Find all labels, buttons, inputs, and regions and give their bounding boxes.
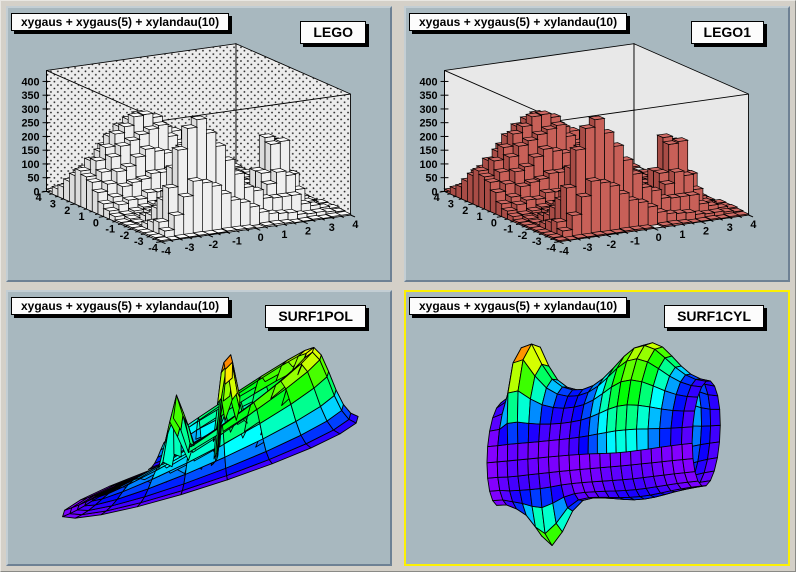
- svg-text:-1: -1: [630, 235, 640, 247]
- svg-text:100: 100: [21, 159, 39, 171]
- svg-text:2: 2: [703, 225, 709, 237]
- histogram-title[interactable]: xygaus + xygaus(5) + xylandau(10): [409, 13, 628, 31]
- plot-lego1[interactable]: -4 -3 -2 -1 0 1 2 3 443210-1-2-3-405010015020025…: [406, 8, 788, 280]
- svg-text:50: 50: [426, 173, 438, 185]
- surface-mesh: [486, 342, 721, 546]
- svg-text:0: 0: [258, 232, 264, 244]
- svg-text:-2: -2: [208, 239, 218, 251]
- svg-text:3: 3: [50, 199, 56, 211]
- svg-text:250: 250: [419, 118, 437, 130]
- plot-surf1cyl[interactable]: [406, 292, 788, 564]
- svg-text:2: 2: [462, 205, 468, 217]
- draw-option-label-lego1[interactable]: LEGO1: [690, 21, 764, 44]
- svg-text:3: 3: [727, 222, 733, 234]
- svg-text:1: 1: [79, 211, 85, 223]
- draw-option-label-surf1cyl[interactable]: SURF1CYL: [664, 305, 764, 328]
- svg-text:150: 150: [21, 145, 39, 157]
- svg-text:350: 350: [21, 90, 39, 102]
- svg-text:-4: -4: [546, 243, 556, 255]
- pad-surf1cyl[interactable]: xygaus + xygaus(5) + xylandau(10) SURF1C…: [404, 290, 790, 566]
- svg-text:1: 1: [477, 211, 483, 223]
- svg-text:-1: -1: [105, 224, 115, 236]
- svg-text:1: 1: [679, 229, 685, 241]
- svg-text:250: 250: [21, 118, 39, 130]
- svg-text:-3: -3: [134, 236, 144, 248]
- svg-text:-4: -4: [161, 245, 171, 257]
- svg-text:200: 200: [419, 131, 437, 143]
- svg-text:400: 400: [419, 76, 437, 88]
- plot-surf1pol[interactable]: [8, 292, 390, 564]
- svg-text:4: 4: [750, 219, 756, 231]
- histogram-title[interactable]: xygaus + xygaus(5) + xylandau(10): [11, 13, 230, 31]
- histogram-title[interactable]: xygaus + xygaus(5) + xylandau(10): [11, 297, 230, 315]
- svg-text:2: 2: [305, 225, 311, 237]
- svg-text:3: 3: [329, 222, 335, 234]
- svg-text:100: 100: [419, 159, 437, 171]
- svg-text:4: 4: [434, 192, 440, 204]
- svg-text:-2: -2: [120, 230, 130, 242]
- svg-text:-4: -4: [559, 245, 569, 257]
- svg-text:0: 0: [491, 217, 497, 229]
- surface-mesh: [62, 347, 359, 519]
- svg-text:-3: -3: [532, 236, 542, 248]
- svg-text:300: 300: [21, 104, 39, 116]
- pad-lego1[interactable]: -4 -3 -2 -1 0 1 2 3 4 4 3 2 1 0 -1 -2 -3 -4 0 50 100 150 200 25…: [404, 6, 790, 282]
- plot-lego[interactable]: -4 -3 -2 -1 0 1 2 3 443210-1-2-3-405010015020025…: [8, 8, 390, 280]
- svg-text:4: 4: [36, 192, 42, 204]
- histogram-title[interactable]: xygaus + xygaus(5) + xylandau(10): [409, 297, 628, 315]
- svg-text:150: 150: [419, 145, 437, 157]
- svg-text:-1: -1: [503, 224, 513, 236]
- svg-text:50: 50: [28, 173, 40, 185]
- draw-option-label-lego[interactable]: LEGO: [300, 21, 366, 44]
- svg-text:-4: -4: [148, 243, 158, 255]
- pad-lego[interactable]: -4 -3 -2 -1 0 1 2 3 4 4 3 2 1 0 -1 -2 -3 -4 0 50 100 150 200 25…: [6, 6, 392, 282]
- lego-bars: [45, 110, 352, 243]
- svg-text:-2: -2: [518, 230, 528, 242]
- svg-text:1: 1: [281, 229, 287, 241]
- svg-text:0: 0: [93, 217, 99, 229]
- svg-text:0: 0: [34, 186, 40, 198]
- svg-text:400: 400: [21, 76, 39, 88]
- svg-text:350: 350: [419, 90, 437, 102]
- svg-text:2: 2: [64, 205, 70, 217]
- svg-text:3: 3: [448, 199, 454, 211]
- svg-text:-1: -1: [232, 235, 242, 247]
- lego-axes: -4 -3 -2 -1 0 1 2 3 443210-1-2-3-405010015020025…: [21, 70, 358, 257]
- pad-surf1pol[interactable]: xygaus + xygaus(5) + xylandau(10) SURF1P…: [6, 290, 392, 566]
- lego-bars: [443, 110, 750, 243]
- svg-text:-3: -3: [185, 242, 195, 254]
- svg-text:4: 4: [352, 219, 358, 231]
- svg-text:-3: -3: [583, 242, 593, 254]
- svg-text:0: 0: [656, 232, 662, 244]
- draw-option-label-surf1pol[interactable]: SURF1POL: [265, 305, 366, 328]
- svg-text:200: 200: [21, 131, 39, 143]
- svg-text:0: 0: [432, 186, 438, 198]
- svg-text:-2: -2: [606, 239, 616, 251]
- lego-axes: -4 -3 -2 -1 0 1 2 3 443210-1-2-3-405010015020025…: [419, 70, 756, 257]
- svg-text:300: 300: [419, 104, 437, 116]
